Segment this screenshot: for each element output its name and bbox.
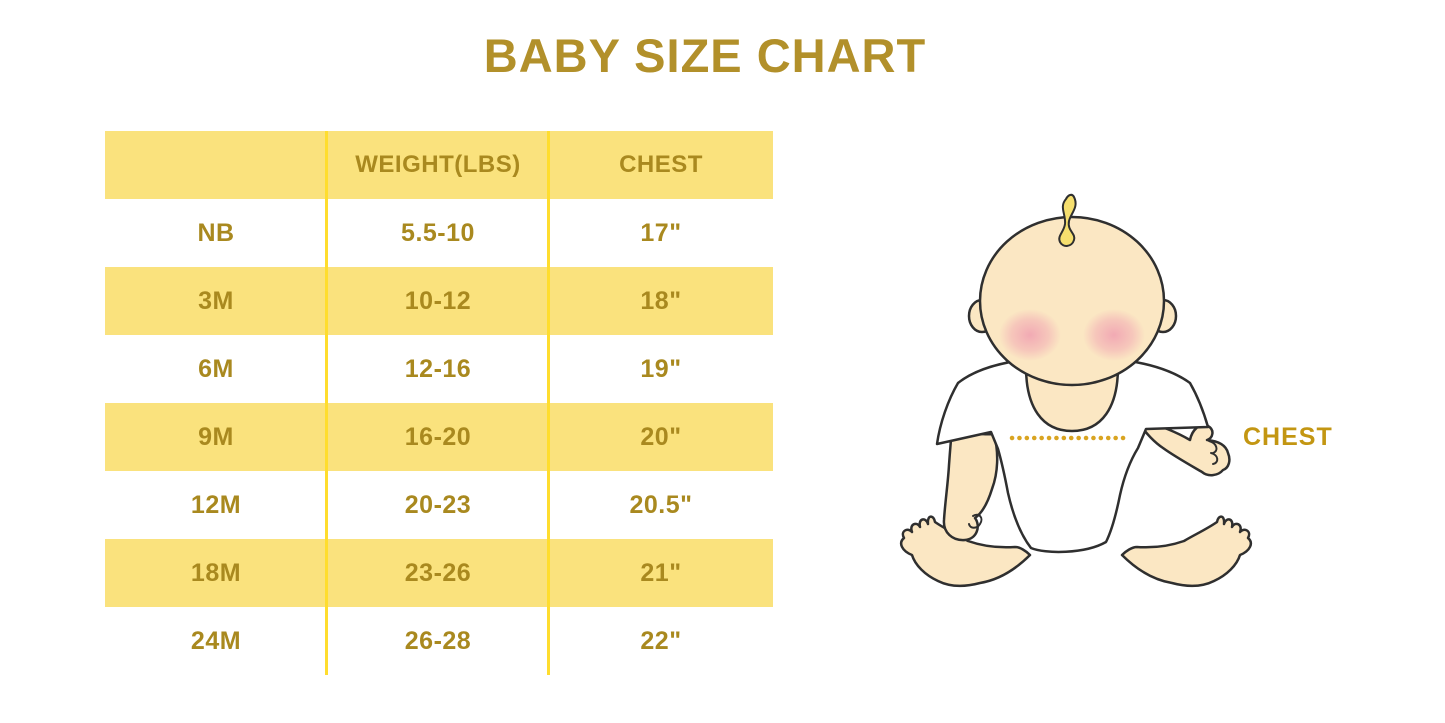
baby-left-leg [900,515,1032,587]
table-header-row: WEIGHT(LBS) CHEST [105,131,773,199]
baby-left-blush [999,309,1061,361]
chest-measurement-label: CHEST [1243,423,1333,451]
cell-size: 9M [198,422,234,451]
page-title: BABY SIZE CHART [483,29,927,82]
cell-size: 24M [190,626,242,655]
table-column-divider [325,131,328,675]
table-row: 12M 20-23 20.5" [105,471,773,539]
cell-chest: 19" [640,354,682,383]
cell-chest: 20" [640,422,682,451]
baby-drawing [900,193,1252,587]
table-row: NB 5.5-10 17" [105,199,773,267]
baby-right-arm [1140,419,1231,477]
baby-left-arm [942,427,999,542]
header-cell-chest: CHEST [619,151,703,178]
cell-size: 3M [198,286,234,315]
cell-chest: 22" [640,626,682,655]
cell-size: 6M [198,354,234,383]
cell-weight: 26-28 [404,626,472,655]
cell-weight: 23-26 [404,558,472,587]
baby-right-leg [1120,515,1252,587]
table-row: 18M 23-26 21" [105,539,773,607]
cell-chest: 17" [640,218,682,247]
baby-right-fist-finger-line [1208,440,1218,454]
cell-weight: 16-20 [404,422,472,451]
baby-illustration [880,185,1360,605]
cell-weight: 5.5-10 [401,218,475,247]
header-cell-weight: WEIGHT(LBS) [355,151,521,178]
cell-chest: 18" [640,286,682,315]
baby-size-table: WEIGHT(LBS) CHEST NB 5.5-10 17" 3M 10-12… [105,131,773,675]
cell-weight: 12-16 [404,354,472,383]
table-row: 24M 26-28 22" [105,607,773,675]
cell-weight: 10-12 [404,286,472,315]
cell-size: NB [197,218,235,247]
cell-weight: 20-23 [404,490,472,519]
cell-size: 12M [190,490,242,519]
baby-hair-curl [1058,193,1077,247]
cell-size: 18M [190,558,242,587]
header-cell-size [105,131,327,199]
table-row: 6M 12-16 19" [105,335,773,403]
baby-left-hand-finger-line [968,513,983,529]
table-row: 9M 16-20 20" [105,403,773,471]
cell-chest: 20.5" [629,490,693,519]
cell-chest: 21" [640,558,682,587]
baby-right-blush [1083,309,1145,361]
table-row: 3M 10-12 18" [105,267,773,335]
table-column-divider [547,131,550,675]
baby-right-fist-finger-line [1210,452,1219,465]
